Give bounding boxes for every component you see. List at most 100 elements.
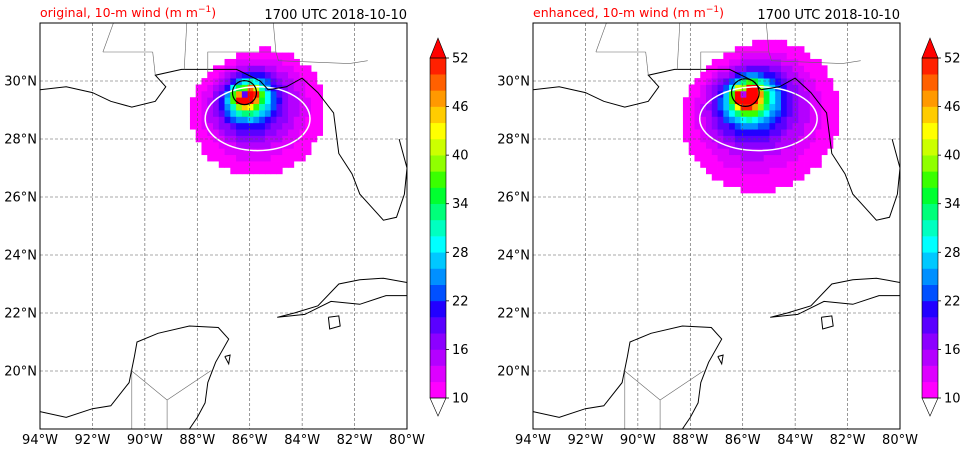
wind-cell [311,103,318,111]
wind-cell [195,103,202,111]
wind-cell [259,154,266,162]
wind-cell [224,71,231,79]
colorbar: 10 16 22 28 34 40 46 52 [921,37,961,417]
wind-cell [247,110,254,117]
wind-cell [809,161,816,168]
wind-cell [752,103,759,111]
wind-cell [213,148,220,156]
wind-cell [711,141,718,149]
wind-cell [230,65,237,73]
colorbar-frame [429,57,447,399]
wind-cell [688,110,695,117]
wind-cell [264,58,272,66]
wind-cell [706,103,713,111]
wind-cell [757,180,765,187]
lon-tick-label: 94°W [515,433,551,448]
wind-cell [259,116,266,124]
border-line [131,370,168,429]
wind-cell [752,90,759,98]
wind-cell [757,173,765,181]
wind-cell [757,154,765,162]
wind-cell [723,116,730,124]
wind-cell [230,129,237,136]
wind-cell [746,167,753,175]
wind-cell [218,161,225,168]
wind-cell [264,52,272,60]
wind-cell [270,110,277,117]
wind-cell [316,129,323,136]
wind-cell [757,110,765,117]
wind-cell [740,116,747,124]
wind-cell [769,167,776,175]
colorbar-tick-label: 34 [452,197,469,212]
wind-cell [746,122,753,130]
colorbar-tick-label: 16 [944,343,961,358]
wind-cell [746,154,753,162]
wind-cell [264,71,272,79]
border-line [595,23,607,53]
wind-cell [792,52,799,60]
wind-cell [832,122,840,130]
wind-cell [786,90,793,98]
wind-cell [734,141,742,149]
wind-cell [775,97,782,105]
wind-cell [700,90,707,98]
wind-cell [734,110,742,117]
wind-cell [253,65,260,73]
wind-cell [752,71,759,79]
wind-cell [236,116,243,124]
border-line [152,51,156,76]
wind-cell [282,103,289,111]
border-line [624,370,661,429]
wind-cell [305,84,312,92]
lon-tick-label: 94°W [22,433,58,448]
wind-cell [815,90,822,98]
wind-cell [723,129,730,136]
wind-cell [832,90,840,98]
wind-cell [264,78,272,85]
wind-cell [740,186,747,194]
wind-cell [299,84,306,92]
wind-cell [293,65,300,73]
cozumel-coastline [717,354,724,366]
wind-cell [723,167,730,175]
wind-cell [717,148,724,156]
wind-cell [729,167,736,175]
wind-cell [236,71,243,79]
wind-cell [259,71,266,79]
wind-cell [311,97,318,105]
wind-cell [282,78,289,85]
wind-cell [236,90,243,98]
lon-tick-labels: 94°W 92°W 90°W 88°W 86°W 84°W 82°W 80°W [515,433,918,448]
wind-cell [264,65,272,73]
wind-cell [769,103,776,111]
wind-cell [775,103,782,111]
wind-cell [723,161,730,168]
wind-cell [299,90,306,98]
wind-cell [230,167,237,175]
wind-cell [780,161,788,168]
wind-cell [247,161,254,168]
wind-cell [798,167,805,175]
wind-cell [798,161,805,168]
wind-cell [746,46,753,53]
wind-cell [241,154,249,162]
wind-cell [270,65,277,73]
wind-cell [253,116,260,124]
wind-cell [792,103,799,111]
wind-cell [230,116,237,124]
wind-cell [804,148,811,156]
wind-cell [780,39,788,47]
wind-cell [305,103,312,111]
wind-cell [207,154,214,162]
wind-cell [763,46,770,53]
wind-cell [293,129,300,136]
wind-cell [804,110,811,117]
wind-cell [700,78,707,85]
wind-cell [815,71,822,79]
wind-cell [711,71,718,79]
wind-cell [682,116,690,124]
colorbar-segment [430,58,446,75]
wind-cell [798,65,805,73]
wind-cell [769,129,776,136]
